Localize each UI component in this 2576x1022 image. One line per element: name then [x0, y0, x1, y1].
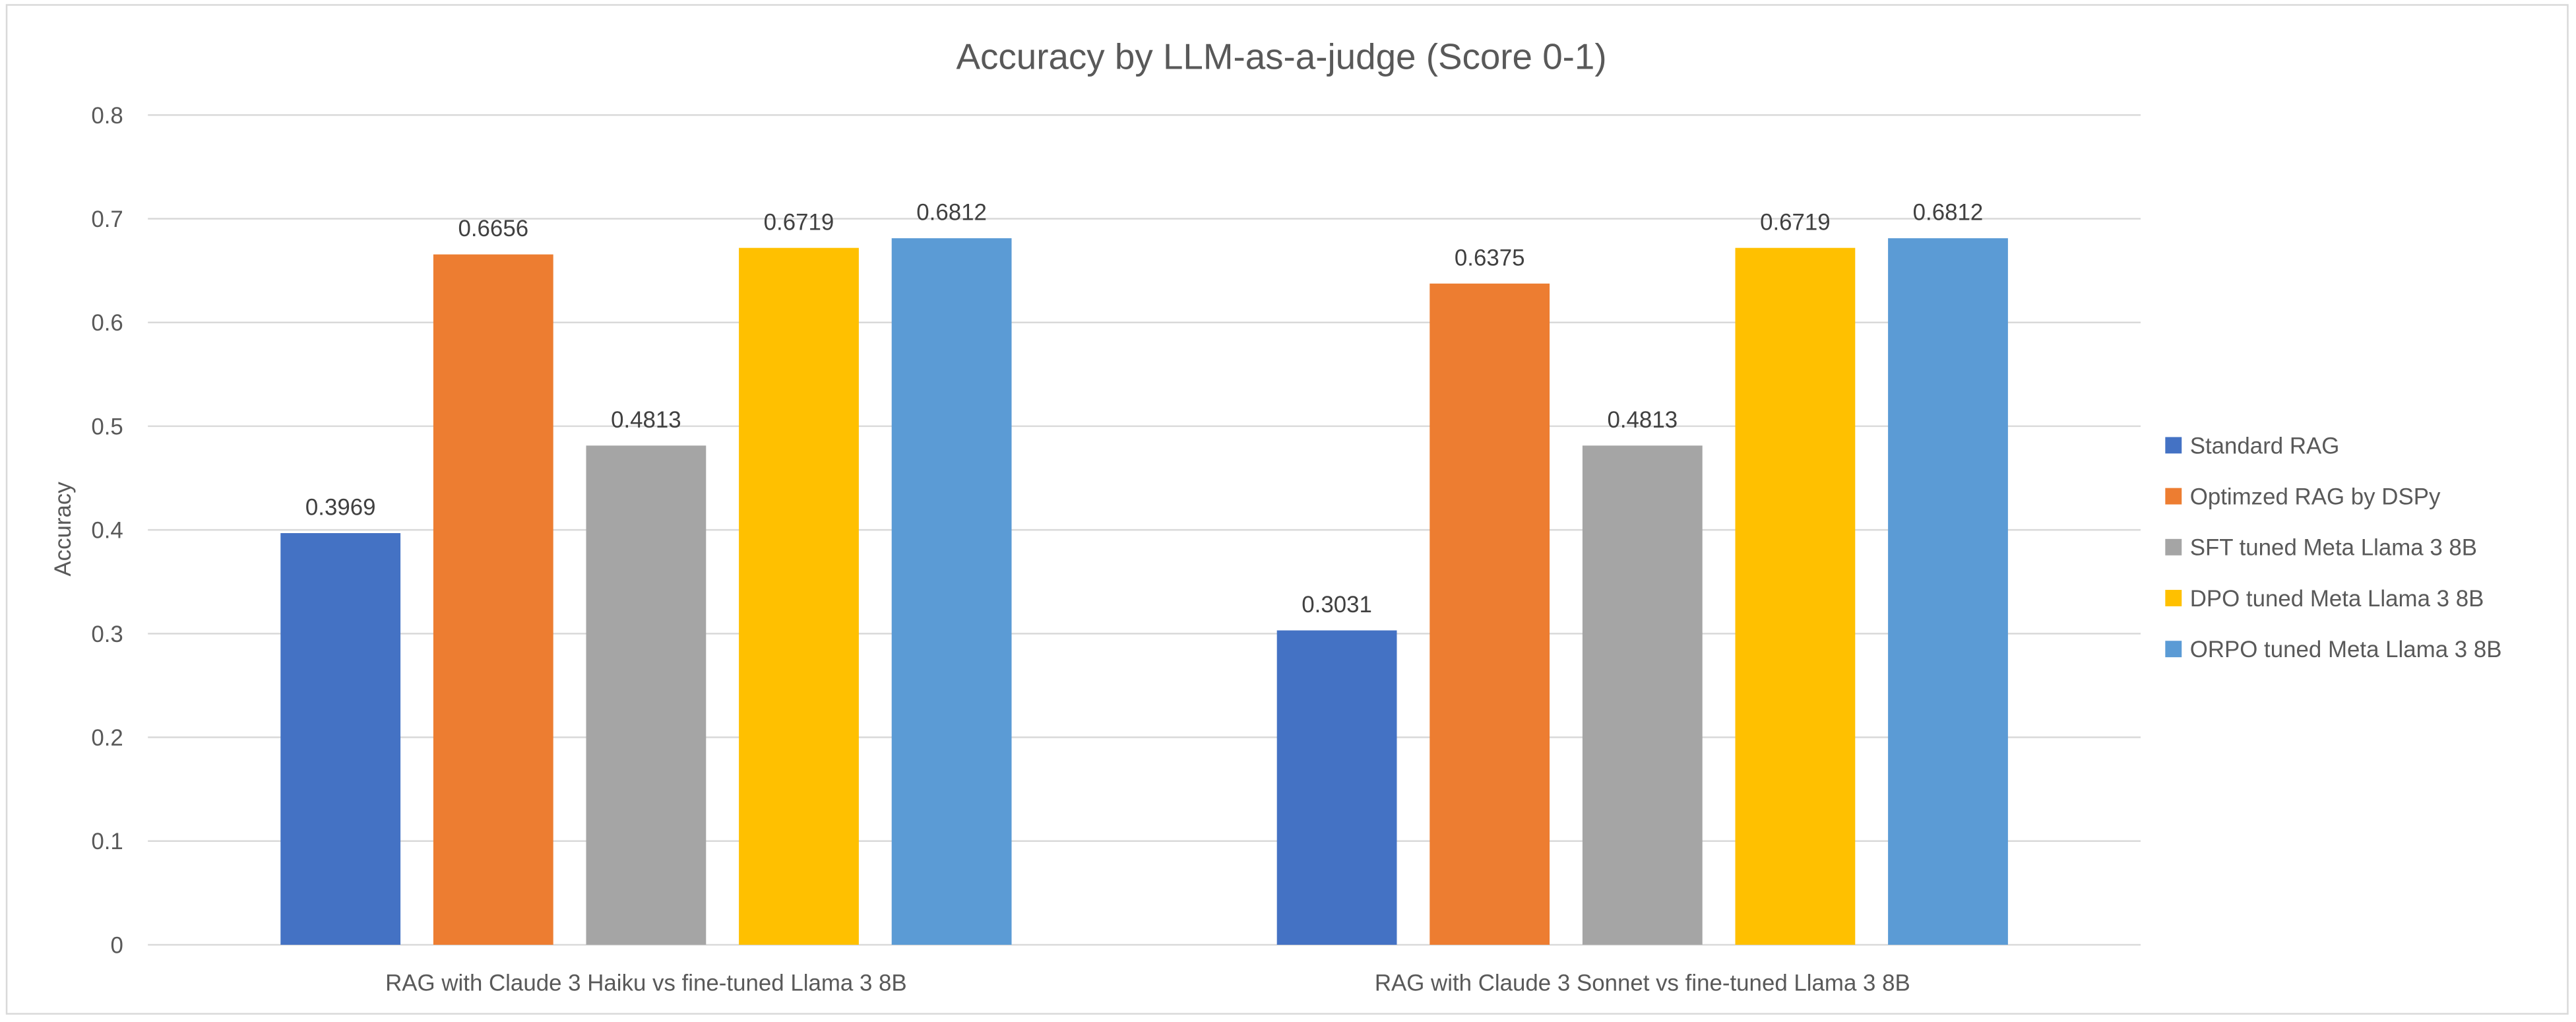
bar: [1582, 445, 1703, 945]
legend-label: ORPO tuned Meta Llama 3 8B: [2190, 637, 2502, 662]
data-label: 0.6375: [1455, 245, 1525, 271]
legend-swatch: [2165, 641, 2182, 658]
y-tick-label: 0.2: [91, 725, 123, 751]
y-tick-label: 0.1: [91, 829, 123, 854]
data-label: 0.6719: [764, 209, 834, 235]
y-tick-label: 0.8: [91, 103, 123, 129]
data-label: 0.6812: [1913, 200, 1984, 226]
y-tick-label: 0.4: [91, 518, 123, 544]
bar: [280, 533, 401, 945]
data-label: 0.3969: [305, 495, 376, 521]
bar: [1429, 283, 1550, 945]
bar: [1735, 247, 1856, 945]
bar: [739, 247, 859, 945]
bar: [433, 254, 553, 945]
data-label: 0.3031: [1302, 592, 1372, 618]
legend-label: Standard RAG: [2190, 433, 2340, 459]
y-tick-label: 0: [110, 932, 123, 958]
y-tick-label: 0.6: [91, 310, 123, 336]
data-label: 0.4813: [1607, 407, 1678, 433]
data-label: 0.6656: [458, 216, 528, 241]
y-tick-label: 0.5: [91, 414, 123, 439]
x-category-label: RAG with Claude 3 Haiku vs fine-tuned Ll…: [385, 971, 907, 996]
legend-label: Optimzed RAG by DSPy: [2190, 484, 2441, 510]
bar: [1276, 630, 1397, 945]
y-tick-label: 0.7: [91, 207, 123, 232]
x-category-label: RAG with Claude 3 Sonnet vs fine-tuned L…: [1375, 971, 1910, 996]
legend-swatch: [2165, 590, 2182, 606]
chart-title: Accuracy by LLM-as-a-judge (Score 0-1): [956, 36, 1606, 77]
legend-swatch: [2165, 437, 2182, 454]
legend-swatch: [2165, 488, 2182, 505]
data-label: 0.6719: [1760, 209, 1831, 235]
legend-label: DPO tuned Meta Llama 3 8B: [2190, 586, 2484, 612]
bar: [586, 445, 707, 945]
legend-swatch: [2165, 538, 2182, 556]
bar: [1888, 238, 2008, 945]
y-axis-title: Accuracy: [50, 482, 76, 577]
data-label: 0.6812: [916, 200, 987, 226]
y-tick-label: 0.3: [91, 622, 123, 647]
bar: [891, 238, 1012, 945]
legend-label: SFT tuned Meta Llama 3 8B: [2190, 535, 2477, 561]
data-label: 0.4813: [611, 407, 681, 433]
